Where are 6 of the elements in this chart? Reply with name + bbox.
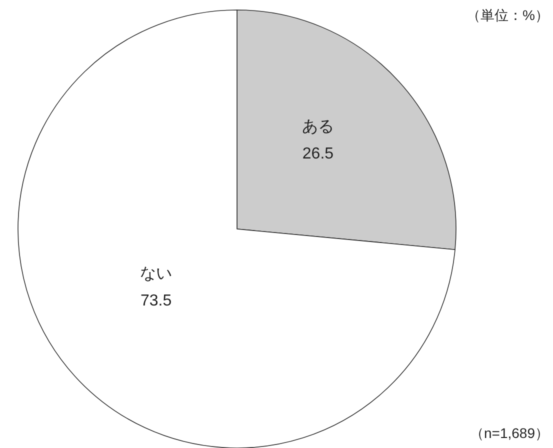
text: （n=1,689） [470, 425, 549, 441]
data-label: 26.5 [302, 145, 334, 162]
slice-label: ない [140, 266, 172, 283]
text: （単位：%） [466, 7, 549, 23]
slice-label: ある [302, 118, 334, 136]
data-label: 73.5 [140, 292, 172, 310]
